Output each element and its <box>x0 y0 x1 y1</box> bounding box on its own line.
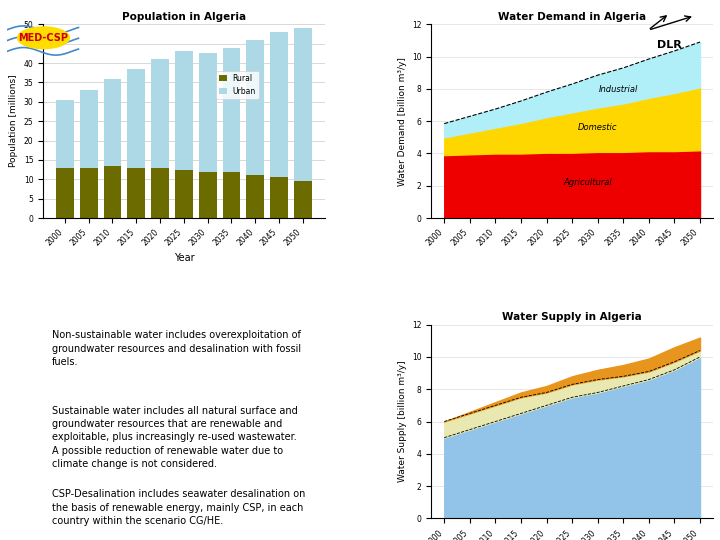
Text: DLR: DLR <box>657 40 682 50</box>
Bar <box>175 170 193 218</box>
Bar <box>294 28 312 181</box>
Title: Water Supply in Algeria: Water Supply in Algeria <box>503 313 642 322</box>
Bar <box>175 51 193 170</box>
Bar <box>104 166 122 218</box>
Bar <box>199 53 217 172</box>
Bar <box>246 40 264 176</box>
Bar <box>56 100 74 168</box>
Bar <box>199 172 217 218</box>
Bar <box>270 177 288 218</box>
Bar <box>151 168 169 218</box>
Bar <box>104 78 122 166</box>
Bar <box>127 69 145 168</box>
Text: Domestic: Domestic <box>578 123 618 132</box>
Bar <box>294 181 312 218</box>
Text: MED-CSP: MED-CSP <box>19 33 68 43</box>
Text: Sustainable water includes all natural surface and
groundwater resources that ar: Sustainable water includes all natural s… <box>52 406 297 469</box>
Bar <box>222 172 240 218</box>
Title: Water Demand in Algeria: Water Demand in Algeria <box>498 12 646 22</box>
Bar <box>127 168 145 218</box>
Legend: Rural, Urban: Rural, Urban <box>216 71 259 99</box>
Circle shape <box>17 27 69 49</box>
Text: CSP-Desalination includes seawater desalination on
the basis of renewable energy: CSP-Desalination includes seawater desal… <box>52 489 305 526</box>
Bar <box>270 32 288 177</box>
Bar <box>80 90 98 168</box>
X-axis label: Year: Year <box>174 253 194 264</box>
Bar <box>80 168 98 218</box>
Title: Population in Algeria: Population in Algeria <box>122 12 246 22</box>
Y-axis label: Population [millions]: Population [millions] <box>9 75 18 167</box>
Text: Industrial: Industrial <box>598 85 638 94</box>
Bar <box>246 176 264 218</box>
Bar <box>56 168 74 218</box>
Y-axis label: Water Supply [billion m³/y]: Water Supply [billion m³/y] <box>397 361 407 482</box>
Text: Non-sustainable water includes overexploitation of
groundwater resources and des: Non-sustainable water includes overexplo… <box>52 330 301 367</box>
Text: Agricultural: Agricultural <box>563 178 612 187</box>
Y-axis label: Water Demand [billion m³/y]: Water Demand [billion m³/y] <box>397 57 407 186</box>
Bar <box>222 48 240 172</box>
Bar <box>151 59 169 168</box>
